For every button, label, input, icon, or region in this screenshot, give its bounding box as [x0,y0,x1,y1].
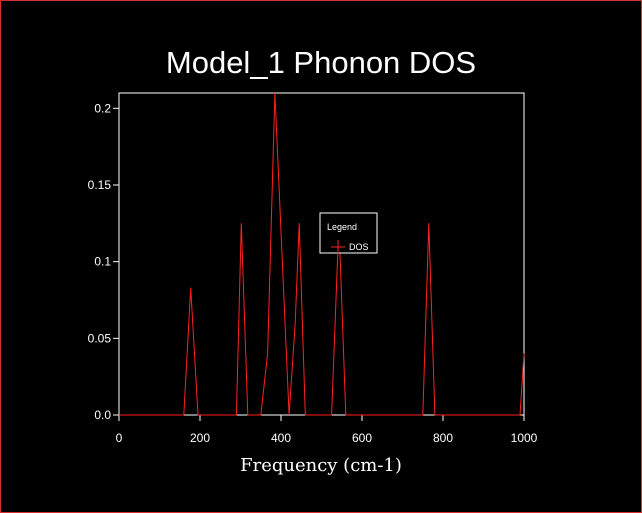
legend: Legend DOS [319,212,378,254]
x-tick-label: 600 [352,431,372,445]
y-tick-label: 0.05 [88,331,112,345]
x-tick-label: 0 [116,431,123,445]
x-tick-label: 200 [190,431,210,445]
y-tick-label: 0.1 [94,255,111,269]
legend-entry-dos: DOS [349,242,369,252]
plot-area-frame [118,92,525,416]
axis-ticks: 0 200 400 600 800 1000 0.0 0.05 0.1 0.15 0.2 [88,101,538,445]
x-tick-label: 1000 [511,431,538,445]
series-line-dos [119,92,525,416]
x-tick-label: 400 [271,431,291,445]
y-tick-label: 0.0 [94,408,111,422]
y-tick-label: 0.2 [94,101,111,115]
x-axis-label: Frequency (cm-1) [240,455,402,476]
x-tick-label: 800 [433,431,453,445]
legend-box [319,212,378,254]
y-tick-label: 0.15 [88,178,112,192]
series-layer [119,92,525,416]
chart-title: Model_1 Phonon DOS [166,45,476,80]
legend-title: Legend [327,222,357,232]
